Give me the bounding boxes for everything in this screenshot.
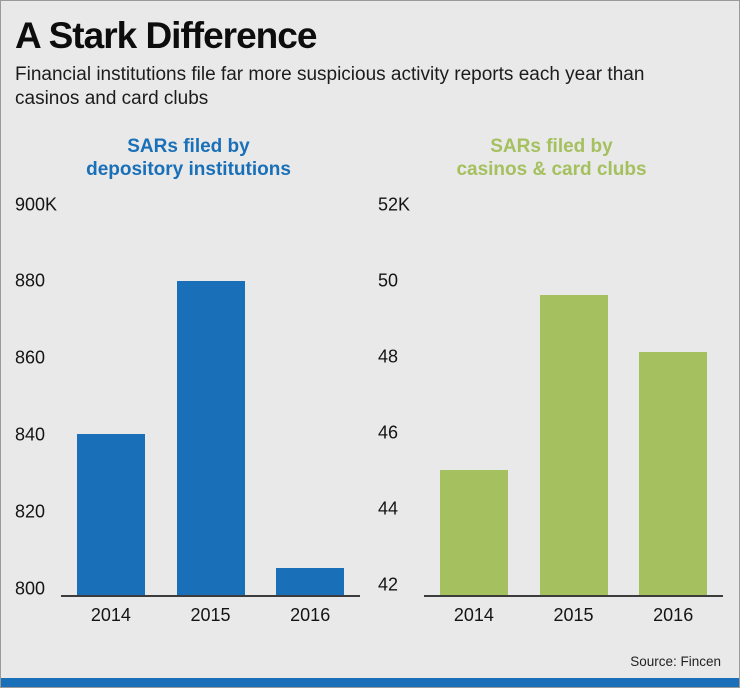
chart-title-line1: SARs filed by — [127, 135, 250, 157]
footer-accent-bar — [1, 678, 739, 687]
source-label: Source: Fincen — [630, 654, 721, 669]
chart-title-casinos: SARs filed by casinos & card clubs — [370, 135, 733, 183]
bar-column — [61, 205, 161, 595]
y-axis-tick-label: 820 — [15, 501, 46, 522]
bar-2016 — [276, 567, 345, 595]
y-axis-tick-label: 44 — [378, 498, 399, 519]
bar-2015 — [176, 280, 245, 595]
y-axis-tick-label: 900K — [15, 194, 58, 214]
x-axis: 2014 2015 2016 — [61, 597, 360, 626]
x-axis-label: 2014 — [453, 604, 494, 625]
y-axis-tick-label: 840 — [15, 424, 46, 445]
y-axis: 52K 50 48 46 44 42 — [370, 194, 424, 597]
x-axis-label: 2016 — [653, 604, 694, 625]
y-axis-tick-label: 52K — [378, 194, 411, 214]
y-axis-tick-label: 860 — [15, 347, 46, 368]
bar-2014 — [76, 433, 145, 595]
bar-column — [161, 205, 261, 595]
x-axis-label: 2015 — [190, 604, 231, 625]
x-axis: 2014 2015 2016 — [424, 597, 723, 626]
bar-2014 — [439, 469, 508, 595]
chart-area: 900K 880 860 840 820 800 2014 2015 2016 — [7, 194, 370, 626]
chart-area: 52K 50 48 46 44 42 2014 2015 2016 — [370, 194, 733, 626]
chart-casinos-card-clubs: SARs filed by casinos & card clubs 52K 50… — [370, 135, 733, 626]
bar-column — [260, 205, 360, 595]
page-title: A Stark Difference — [15, 15, 317, 56]
chart-title-depository: SARs filed by depository institutions — [7, 135, 370, 183]
y-axis-tick-label: 46 — [378, 422, 399, 443]
x-axis-label: 2015 — [553, 604, 594, 625]
chart-title-line2: casinos & card clubs — [456, 158, 647, 180]
chart-title-line1: SARs filed by — [490, 135, 613, 157]
y-axis-tick-label: 880 — [15, 270, 46, 291]
y-axis: 900K 880 860 840 820 800 — [7, 194, 61, 599]
y-axis-tick-label: 48 — [378, 346, 399, 367]
x-axis-label: 2014 — [90, 604, 131, 625]
y-axis-tick-label: 42 — [378, 574, 399, 595]
page-subtitle: Financial institutions file far more sus… — [15, 64, 645, 109]
bar-2016 — [639, 352, 708, 595]
bar-column — [424, 205, 524, 595]
chart-depository-institutions: SARs filed by depository institutions 90… — [7, 135, 370, 626]
y-axis-tick-label: 800 — [15, 578, 46, 599]
y-axis-tick-label: 50 — [378, 270, 399, 291]
chart-title-line2: depository institutions — [86, 158, 291, 180]
x-axis-label: 2016 — [290, 604, 331, 625]
charts-row: SARs filed by depository institutions 90… — [1, 135, 739, 626]
plot-area — [61, 205, 360, 597]
plot-area — [424, 205, 723, 597]
bar-column — [524, 205, 624, 595]
bar-column — [623, 205, 723, 595]
bar-2015 — [539, 295, 608, 595]
